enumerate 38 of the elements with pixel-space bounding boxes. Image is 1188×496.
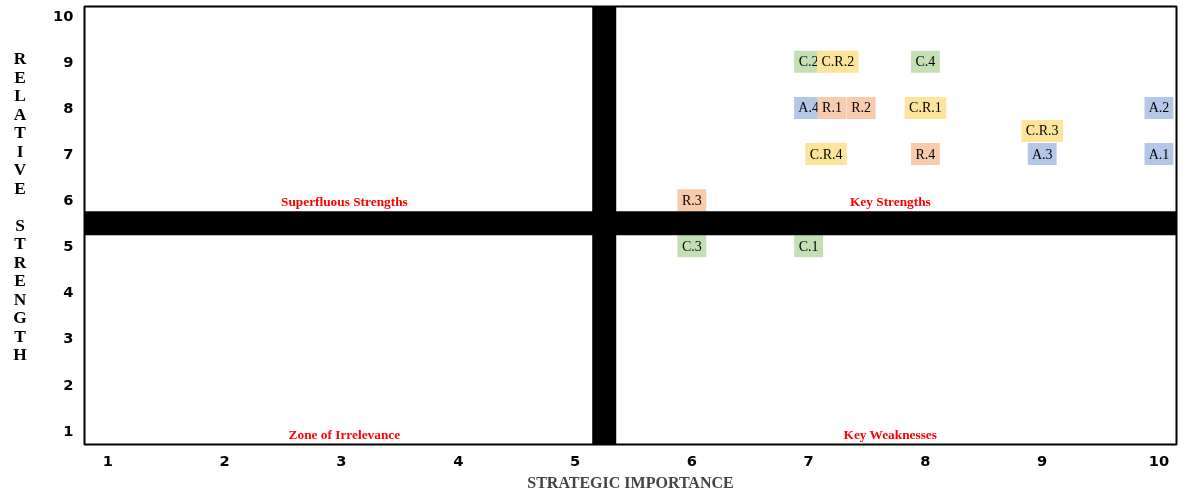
x-tick-label: 2	[219, 451, 230, 469]
data-label: R.3	[681, 192, 702, 208]
data-label: R.1	[822, 100, 842, 116]
data-label: C.4	[915, 54, 936, 70]
data-label: C.1	[798, 238, 819, 254]
data-label: R.4	[915, 146, 936, 162]
x-tick-label: 3	[336, 451, 347, 469]
data-label: A.4	[798, 100, 819, 116]
x-tick-label: 5	[569, 451, 581, 469]
x-tick-label: 6	[686, 451, 697, 469]
y-tick-label: 5	[63, 237, 74, 255]
y-tick-label: 2	[63, 375, 74, 393]
y-tick-label: 3	[63, 329, 74, 347]
x-tick-label: 8	[920, 451, 931, 469]
annotation: Key Strengths	[849, 194, 931, 210]
data-label: R.2	[851, 100, 872, 116]
data-label: A.1	[1148, 146, 1170, 162]
x-tick-label: 1	[102, 451, 113, 469]
x-tick-label: 10	[1148, 451, 1170, 469]
annotation: Zone of Irrelevance	[288, 426, 401, 442]
annotation: Superfluous Strengths	[280, 194, 408, 210]
y-tick-label: 4	[63, 283, 74, 301]
y-tick-label: 7	[63, 145, 74, 163]
y-tick-label: 6	[63, 191, 74, 209]
y-tick-label: 8	[63, 98, 74, 116]
data-label: C.2	[798, 54, 819, 70]
y-tick-label: 1	[63, 421, 74, 439]
data-label: C.3	[681, 238, 702, 254]
x-tick-label: 9	[1037, 451, 1048, 469]
x-tick-label: 7	[803, 451, 814, 469]
x-axis-title: STRATEGIC IMPORTANCE	[527, 473, 734, 491]
y-tick-label: 10	[53, 6, 74, 24]
data-label: A.2	[1148, 100, 1170, 116]
annotation: Key Weaknesses	[843, 426, 937, 442]
x-tick-label: 4	[453, 451, 464, 469]
y-tick-label: 9	[63, 52, 74, 70]
text: RELATIVE STRENGTH	[13, 49, 27, 364]
data-label: A.3	[1031, 146, 1053, 162]
